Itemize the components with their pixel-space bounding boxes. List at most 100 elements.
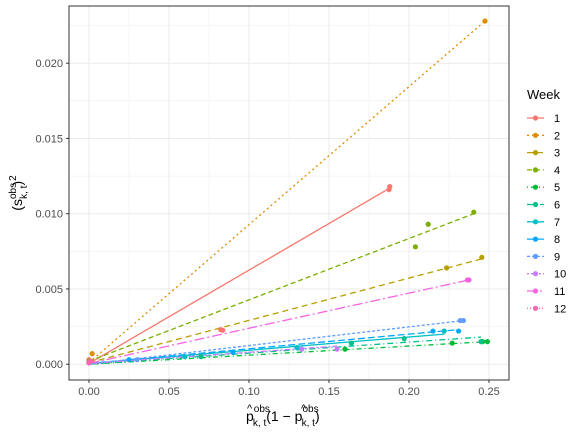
x-title-sub2: k, t [302,418,316,429]
data-point-week-7 [441,328,447,334]
legend-key-point-week-5 [532,184,539,190]
data-point-week-8 [430,328,436,334]
plot-panel [68,5,510,381]
major-gridlines [69,6,509,380]
x-tick-label: 0.20 [398,386,419,398]
x-tick-label: 0.05 [158,386,179,398]
fit-line-week-3 [88,258,482,364]
data-points [86,18,490,366]
fit-line-week-9 [88,319,464,365]
legend-label-week-4: 4 [554,165,560,177]
x-title-sup1: obs [254,404,270,415]
legend-label-week-8: 8 [554,234,560,246]
legend-label-week-7: 7 [554,217,560,229]
data-point-week-6 [198,354,204,360]
fit-line-week-1 [88,187,391,365]
legend-label-week-3: 3 [554,148,560,160]
legend-label-week-6: 6 [554,200,560,212]
data-point-week-6 [348,340,354,346]
data-point-week-4 [425,221,431,227]
data-point-week-6 [478,339,484,345]
y-title-power: 2 [8,175,19,181]
legend-label-week-1: 1 [554,113,560,125]
y-axis-title: (sobsk, t)2 [8,175,30,211]
legend-key-point-week-12 [532,305,539,311]
fit-line-week-8 [88,328,459,365]
data-point-week-3 [479,254,485,260]
x-title-p1: p [246,408,254,424]
x-title-sup2: obs [302,404,318,415]
data-point-week-5 [484,339,490,345]
data-point-week-8 [230,349,236,355]
x-title-paren-close: ) [315,408,320,424]
data-point-week-1 [220,327,226,333]
y-title-close: ) [9,181,25,186]
data-point-week-2 [89,351,95,357]
data-point-week-1 [387,184,393,190]
y-tick-label: 0.005 [35,284,63,296]
legend-key-point-week-8 [532,236,539,242]
legend-label-week-5: 5 [554,182,560,194]
data-point-week-5 [342,346,348,352]
data-point-week-12 [88,358,94,364]
fit-line-week-6 [88,336,482,365]
y-title-sup: obs [8,183,19,199]
legend-key-point-week-1 [532,115,539,121]
data-point-week-9 [134,357,140,363]
fit-line-week-5 [88,340,488,365]
data-point-week-8 [456,328,462,334]
data-point-week-7 [294,345,300,351]
y-axis-ticks: 0.000 0.005 0.010 0.015 0.020 [35,58,69,371]
legend-key-point-week-2 [532,132,539,138]
panel-border [68,5,510,381]
y-tick-label: 0.020 [35,58,63,70]
y-tick-label: 0.010 [35,209,63,221]
legend-label-week-10: 10 [554,269,566,281]
data-point-week-9 [460,317,466,324]
legend-label-week-12: 12 [554,303,566,315]
x-tick-label: 0.00 [78,386,99,398]
legend-key-point-week-11 [532,288,539,294]
legend-key-point-week-6 [532,201,539,208]
data-point-week-7 [182,354,188,360]
data-point-week-2 [482,18,488,24]
legend-title: Week [527,87,560,102]
y-tick-label: 0.000 [35,359,63,371]
x-axis-title: pobs k, t(1 − pobs k, t) ^ ^ [246,403,320,429]
x-title-hat-1: ^ [247,403,253,415]
fit-line-week-2 [88,20,486,364]
y-title-open: (s [9,199,25,211]
data-point-week-6 [401,336,407,342]
legend-key-point-week-10 [532,271,539,277]
y-tick-label: 0.015 [35,133,63,145]
data-point-week-3 [444,265,450,271]
x-title-p2: p [295,408,303,424]
legend-label-week-9: 9 [554,251,560,263]
data-point-week-4 [412,244,418,250]
y-title-sub: k, t [19,185,30,199]
data-point-week-11 [466,277,472,283]
data-point-week-10 [334,346,340,352]
x-tick-label: 0.15 [318,386,339,398]
legend-key-point-week-7 [532,219,539,225]
legend-label-week-2: 2 [554,130,560,142]
x-title-hat-2: ^ [301,403,307,415]
legend-key-point-week-4 [532,167,539,173]
fit-line-week-7 [88,333,445,365]
legend-key-point-week-3 [532,150,539,156]
x-axis-ticks: 0.00 0.05 0.10 0.15 0.20 0.25 [78,380,500,398]
x-tick-label: 0.10 [238,386,259,398]
data-point-week-5 [449,340,455,346]
fit-line-week-4 [88,213,475,362]
minor-gridlines [69,6,509,380]
legend-label-week-11: 11 [554,286,565,298]
x-title-paren-open: (1 − [266,408,294,424]
svg-text:(sobsk, t)2: (sobsk, t)2 [8,175,30,211]
legend-key-point-week-9 [532,253,539,259]
fit-line-week-11 [88,279,470,365]
x-title-sub1: k, t [253,418,267,429]
